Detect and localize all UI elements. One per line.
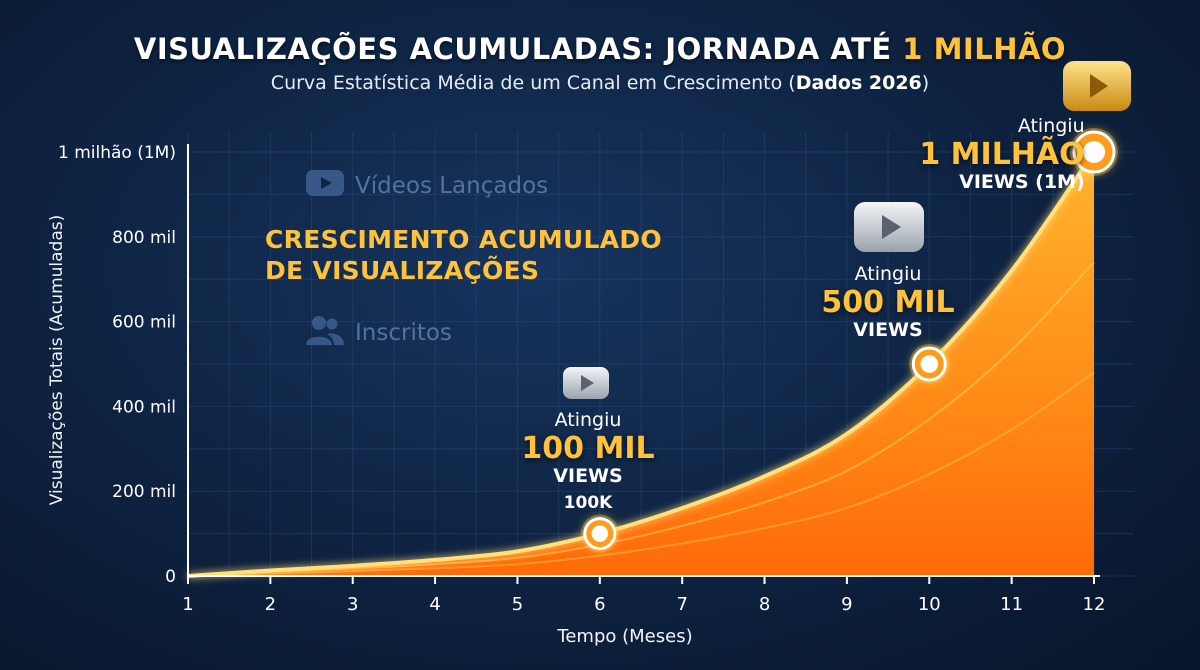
subtitle-bold: Dados 2026 (795, 72, 922, 94)
y-tick-label: 1 milhão (1M) (58, 143, 176, 163)
annotation-100k-line3: VIEWS (553, 465, 623, 488)
milestone-marker-center (920, 355, 939, 373)
y-tick-label: 0 (165, 567, 176, 587)
silver-play-button-icon (853, 201, 925, 257)
x-tick-label: 6 (594, 594, 605, 615)
annotation-1m-line2: 1 MILHÃO (919, 136, 1085, 172)
annotation-500k-line1: Atingiu (854, 263, 922, 285)
chart-title: VISUALIZAÇÕES ACUMULADAS: JORNADA ATÉ 1 … (0, 32, 1200, 66)
y-tick-label: 600 mil (112, 313, 176, 333)
legend-videos-label: Vídeos Lançados (355, 173, 549, 199)
area-band-line (187, 371, 1095, 577)
annotation-500k-line2: 500 MIL (821, 284, 955, 320)
annotation-100k: Atingiu 100 MIL VIEWS 100K (521, 409, 655, 514)
x-tick-label: 7 (676, 594, 687, 615)
milestone-markers (580, 128, 1118, 553)
x-tick-label: 2 (265, 594, 276, 615)
users-icon (305, 314, 345, 352)
legend-subscribers-label: Inscritos (355, 320, 452, 346)
annotation-1m-line3: VIEWS (1M) (959, 171, 1085, 194)
subtitle-main: Curva Estatística Média de um Canal em C… (270, 72, 796, 94)
annotation-500k: Atingiu 500 MIL VIEWS (821, 263, 955, 342)
area-layer (187, 150, 1096, 578)
growth-label-line1: CRESCIMENTO ACUMULADO (265, 225, 662, 254)
growth-label-line2: DE VISUALIZAÇÕES (265, 256, 540, 286)
x-tick-label: 3 (347, 594, 358, 615)
x-tick-label: 10 (918, 594, 941, 615)
axes (187, 144, 1100, 577)
title-main: VISUALIZAÇÕES ACUMULADAS: JORNADA ATÉ (133, 32, 892, 66)
growth-label: CRESCIMENTO ACUMULADO DE VISUALIZAÇÕES (265, 224, 662, 287)
x-tick-label: 9 (841, 594, 852, 615)
video-play-icon (305, 169, 345, 203)
y-ticks: 0 200 mil 400 mil 600 mil 800 mil 1 milhão (1… (58, 143, 176, 587)
x-tick-label: 11 (1000, 594, 1023, 615)
milestone-marker-center (591, 525, 609, 542)
chart-subtitle: Curva Estatística Média de um Canal em C… (0, 72, 1200, 94)
subtitle-end: ) (921, 72, 930, 94)
gold-play-button-icon (1062, 60, 1132, 116)
annotation-100k-line1: Atingiu (554, 409, 622, 431)
annotation-500k-line3: VIEWS (853, 319, 923, 342)
title-highlight: 1 MILHÃO (902, 32, 1067, 66)
annotation-100k-line4: 100K (563, 493, 613, 514)
x-tick-label: 5 (512, 594, 523, 615)
annotation-1m: Atingiu 1 MILHÃO VIEWS (1M) (919, 115, 1085, 194)
silver-play-button-icon-small (562, 366, 610, 404)
x-tick-label: 1 (182, 594, 193, 615)
x-ticks: 1 2 3 4 5 6 7 8 9 10 11 12 (182, 576, 1105, 615)
x-axis-label: Tempo (Meses) (557, 626, 693, 647)
legend-subscribers: Inscritos (305, 314, 452, 352)
y-tick-label: 200 mil (112, 482, 176, 502)
area-fill (188, 152, 1094, 576)
x-tick-label: 4 (429, 594, 440, 615)
annotation-1m-line1: Atingiu (1017, 115, 1085, 137)
series-line (187, 150, 1096, 578)
y-axis-label: Visualizações Totais (Acumuladas) (47, 214, 67, 506)
x-tick-label: 8 (759, 594, 770, 615)
y-tick-label: 800 mil (112, 228, 176, 248)
legend-videos: Vídeos Lançados (305, 169, 548, 203)
y-tick-label: 400 mil (112, 397, 176, 417)
annotation-100k-line2: 100 MIL (521, 430, 655, 466)
area-band-line (187, 261, 1095, 577)
milestone-marker-center (1083, 141, 1105, 163)
x-tick-label: 12 (1083, 594, 1106, 615)
